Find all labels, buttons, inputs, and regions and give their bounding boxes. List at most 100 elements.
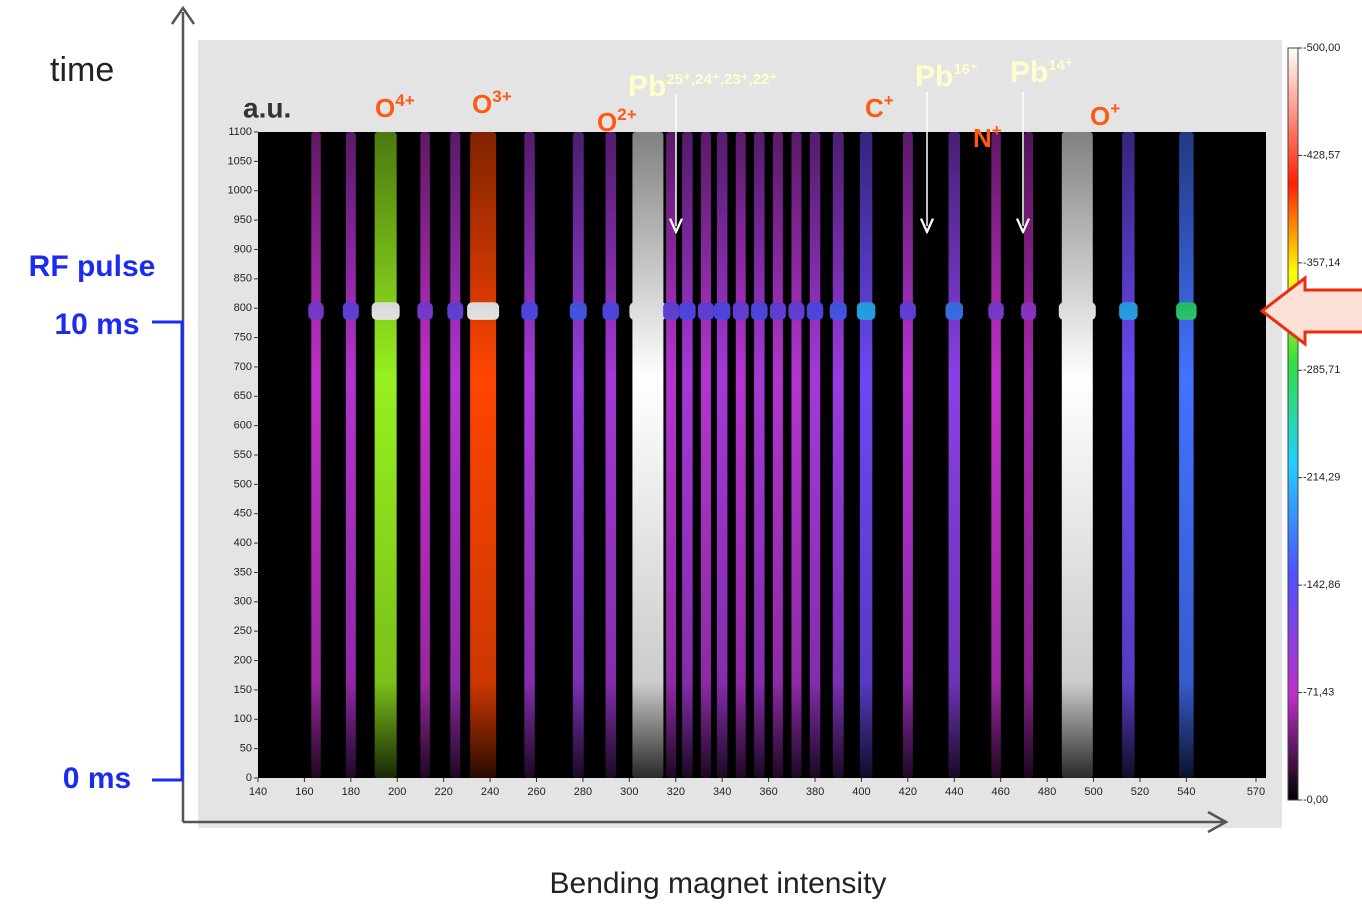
- ion-label-charge: 3+: [492, 87, 511, 106]
- y-tick-label: 0: [246, 772, 252, 784]
- streak: [700, 132, 711, 778]
- y-tick-label: 400: [234, 537, 252, 549]
- y-tick-label: 350: [234, 566, 252, 578]
- rf-burst: [1176, 302, 1197, 320]
- y-tick-label: 800: [234, 302, 252, 314]
- rf-burst: [417, 302, 433, 320]
- y-tick-label: 900: [234, 243, 252, 255]
- rf-burst: [629, 302, 667, 320]
- ion-label-text: O: [375, 93, 395, 123]
- y-tick-label: 850: [234, 273, 252, 285]
- colorbar-label: -142,86: [1303, 579, 1340, 591]
- ion-label-text: C: [865, 93, 884, 123]
- y-tick-label: 950: [234, 214, 252, 226]
- rf-label: RF pulse: [29, 250, 156, 283]
- rf-burst: [788, 302, 805, 320]
- streak: [682, 132, 693, 778]
- colorbar: [1287, 47, 1299, 801]
- x-tick-label: 300: [620, 786, 638, 798]
- x-tick-label: 540: [1177, 786, 1195, 798]
- y-tick-label: 600: [234, 420, 252, 432]
- y-tick-label: 300: [234, 596, 252, 608]
- streak: [632, 132, 664, 778]
- colorbar-label: -214,29: [1303, 472, 1340, 484]
- y-tick-label: 1000: [228, 185, 252, 197]
- rf-bracket: [152, 320, 184, 782]
- rf-zero: 0 ms: [63, 762, 131, 795]
- x-tick-label: 570: [1247, 786, 1265, 798]
- y-tick-label: 700: [234, 361, 252, 373]
- unit-label: a.u.: [243, 92, 291, 123]
- x-tick-label: 500: [1084, 786, 1102, 798]
- streak: [809, 132, 821, 778]
- lead-label-text: Pb: [628, 70, 666, 103]
- rf-burst: [713, 302, 731, 320]
- x-tick-label: 460: [992, 786, 1010, 798]
- streak: [1024, 132, 1034, 778]
- x-tick-label: 280: [574, 786, 592, 798]
- rf-burst: [732, 302, 749, 320]
- y-tick-label: 100: [234, 713, 252, 725]
- y-tick-label: 200: [234, 654, 252, 666]
- x-tick-label: 220: [434, 786, 452, 798]
- streak: [605, 132, 617, 778]
- y-tick-label: 1050: [228, 155, 252, 167]
- x-tick-label: 160: [295, 786, 313, 798]
- ion-label-charge: 2+: [617, 105, 636, 124]
- rf-burst: [1021, 302, 1037, 320]
- streak: [420, 132, 430, 778]
- rf-burst: [856, 302, 876, 320]
- x-tick-label: 240: [481, 786, 499, 798]
- rf-burst: [342, 302, 359, 320]
- y-tick-label: 1100: [228, 126, 252, 138]
- x-tick-label: 480: [1038, 786, 1056, 798]
- ion-label: O3+: [472, 87, 512, 118]
- streak: [1122, 132, 1135, 778]
- y-label: time: [50, 51, 114, 89]
- streaks: [308, 132, 1197, 778]
- colorbar-label: -285,71: [1303, 364, 1340, 376]
- ion-label: O+: [1090, 99, 1120, 130]
- x-tick-label: 420: [899, 786, 917, 798]
- streak: [902, 132, 913, 778]
- lead-label: Pb25⁺,24⁺,23⁺,22⁺: [628, 70, 777, 103]
- rf-burst: [769, 302, 786, 320]
- streak: [345, 132, 356, 778]
- rf-start: 10 ms: [54, 308, 139, 341]
- streak: [832, 132, 844, 778]
- rf-burst: [945, 302, 964, 320]
- y-tick-label: 550: [234, 449, 252, 461]
- ion-label-text: O: [1090, 101, 1110, 131]
- ion-label-text: N: [973, 123, 992, 153]
- colorbar-label: -428,57: [1303, 149, 1340, 161]
- x-tick-label: 320: [667, 786, 685, 798]
- streak: [311, 132, 321, 778]
- rf-burst: [1058, 302, 1096, 320]
- streak: [859, 132, 873, 778]
- streak: [572, 132, 584, 778]
- x-tick-label: 380: [806, 786, 824, 798]
- ion-label-charge: +: [884, 91, 894, 110]
- x-tick-label: 260: [527, 786, 545, 798]
- streak: [772, 132, 783, 778]
- rf-burst: [663, 302, 680, 320]
- colorbar-label: -357,14: [1303, 257, 1340, 269]
- ion-label-text: O: [597, 107, 617, 137]
- x-arrow: [183, 810, 1229, 834]
- lead-label: Pb16⁺: [915, 60, 978, 93]
- streak: [1061, 132, 1093, 778]
- rf-burst: [679, 302, 696, 320]
- rf-burst: [899, 302, 916, 320]
- streak: [735, 132, 746, 778]
- rf-burst: [697, 302, 714, 320]
- x-tick-label: 200: [388, 786, 406, 798]
- y-tick-label: 250: [234, 625, 252, 637]
- ion-label-charge: +: [992, 121, 1002, 140]
- x-tick-label: 360: [759, 786, 777, 798]
- ion-label: O4+: [375, 91, 415, 122]
- y-tick-label: 750: [234, 331, 252, 343]
- x-tick-label: 400: [852, 786, 870, 798]
- x-tick-label: 340: [713, 786, 731, 798]
- streak: [450, 132, 461, 778]
